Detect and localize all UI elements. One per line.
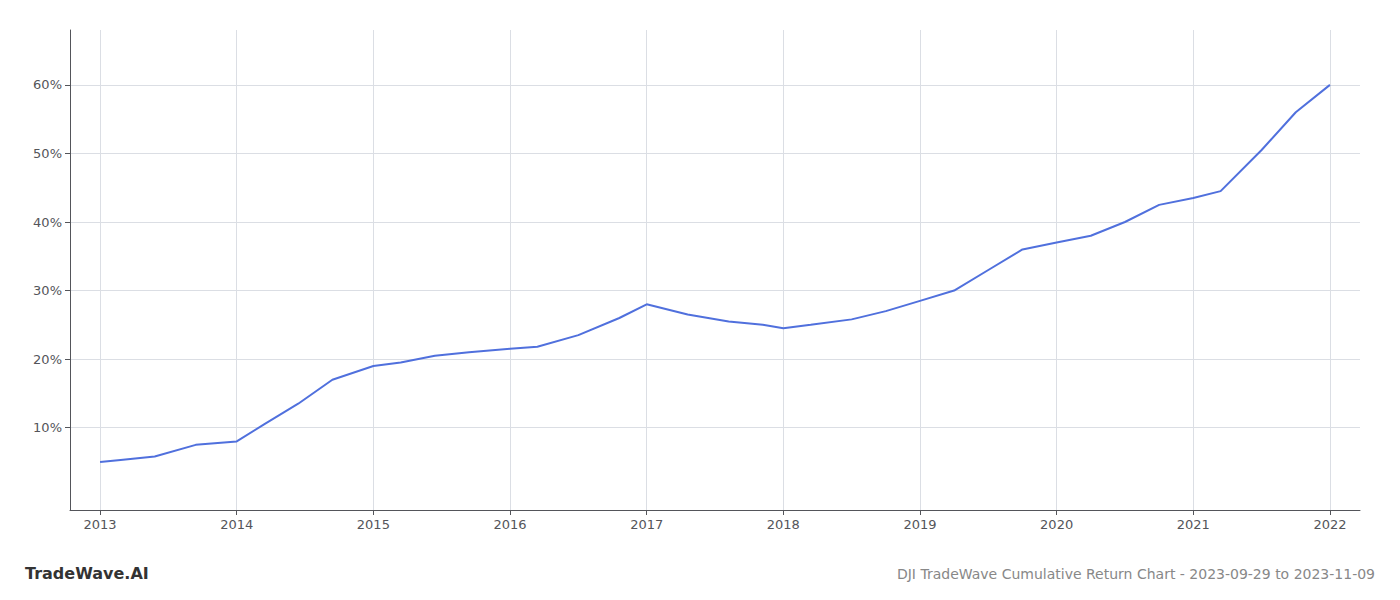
svg-text:30%: 30%: [33, 283, 62, 298]
svg-text:60%: 60%: [33, 77, 62, 92]
svg-text:TradeWave.AI: TradeWave.AI: [25, 564, 149, 583]
svg-text:2020: 2020: [1040, 517, 1073, 532]
svg-text:DJI TradeWave Cumulative Retur: DJI TradeWave Cumulative Return Chart - …: [897, 566, 1375, 582]
svg-text:20%: 20%: [33, 352, 62, 367]
svg-text:2016: 2016: [493, 517, 526, 532]
svg-text:2018: 2018: [767, 517, 800, 532]
svg-text:2019: 2019: [903, 517, 936, 532]
svg-text:2014: 2014: [220, 517, 253, 532]
svg-text:40%: 40%: [33, 215, 62, 230]
svg-text:2022: 2022: [1313, 517, 1346, 532]
svg-text:2017: 2017: [630, 517, 663, 532]
svg-text:2021: 2021: [1177, 517, 1210, 532]
svg-text:10%: 10%: [33, 420, 62, 435]
svg-text:2013: 2013: [84, 517, 117, 532]
svg-text:50%: 50%: [33, 146, 62, 161]
svg-text:2015: 2015: [357, 517, 390, 532]
